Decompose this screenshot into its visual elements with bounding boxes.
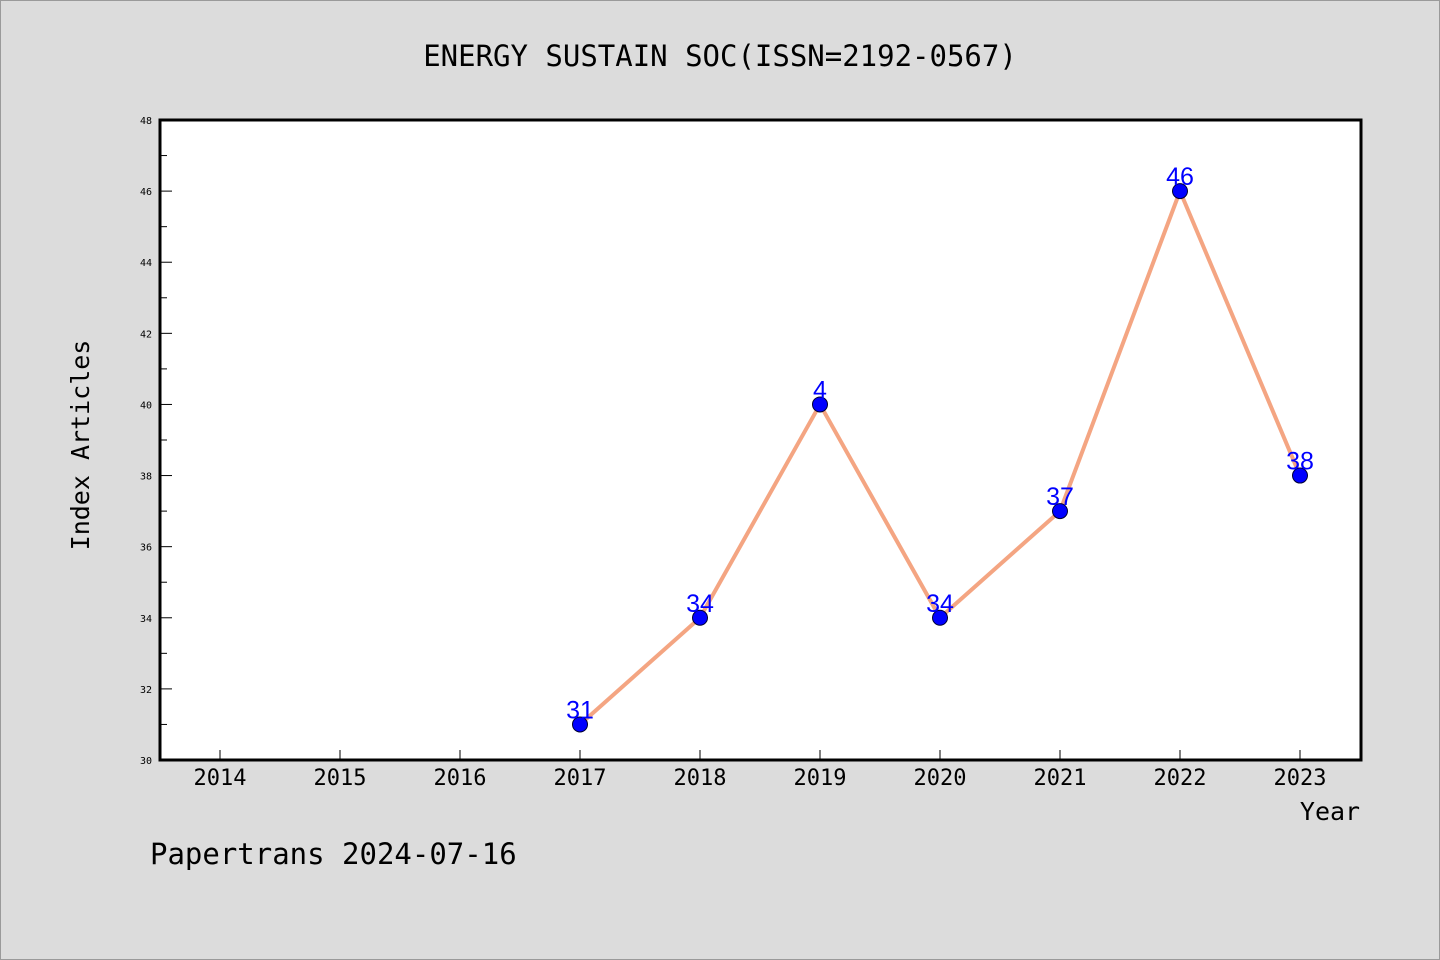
x-tick-label: 2018	[674, 766, 727, 791]
plot-border	[158, 118, 1363, 762]
y-tick-label: 34	[140, 614, 152, 625]
data-label: 31	[566, 696, 594, 724]
x-tick-label: 2016	[434, 766, 487, 791]
y-tick-label: 44	[140, 258, 152, 269]
data-label: 4	[813, 376, 827, 404]
x-axis-ticks: 2014 2015 2016 2017 2018 2019 2020 2021 2022 2023	[194, 750, 1327, 791]
y-tick-label: 46	[140, 187, 152, 198]
x-tick-label: 2015	[314, 766, 367, 791]
data-point-marker	[1052, 503, 1068, 520]
data-label: 38	[1286, 448, 1314, 476]
y-tick-label: 48	[140, 116, 152, 127]
x-tick-label: 2021	[1034, 766, 1087, 791]
x-tick-label: 2014	[194, 766, 247, 791]
plot-background	[160, 120, 1361, 760]
x-tick-label: 2023	[1274, 766, 1327, 791]
x-tick-label: 2019	[794, 766, 847, 791]
y-tick-label: 38	[140, 472, 152, 483]
x-tick-label: 2020	[914, 766, 967, 791]
data-label: 46	[1166, 163, 1194, 191]
data-label: 34	[686, 590, 714, 618]
data-label: 37	[1046, 483, 1074, 511]
x-axis-label: Year	[1300, 797, 1360, 826]
data-label: 34	[926, 590, 954, 618]
plot-area	[160, 120, 1361, 760]
data-point-marker	[692, 609, 708, 626]
y-tick-label: 40	[140, 400, 152, 411]
data-point-marker	[572, 716, 588, 733]
chart-title: ENERGY SUSTAIN SOC(ISSN=2192-0567)	[423, 39, 1017, 73]
y-tick-label: 42	[140, 329, 152, 340]
footer-text: Papertrans 2024-07-16	[150, 837, 517, 871]
x-tick-label: 2017	[554, 766, 607, 791]
y-tick-label: 30	[140, 756, 152, 767]
series-layer: 31 34 4 34 37 46 38	[566, 163, 1314, 733]
data-point-marker	[812, 396, 828, 413]
y-tick-label: 32	[140, 685, 152, 696]
y-tick-label: 36	[140, 543, 152, 554]
y-axis-label: Index Articles	[66, 340, 95, 551]
x-tick-label: 2022	[1154, 766, 1207, 791]
data-point-marker	[932, 609, 948, 626]
data-point-marker	[1292, 467, 1308, 484]
data-point-marker	[1172, 183, 1188, 200]
